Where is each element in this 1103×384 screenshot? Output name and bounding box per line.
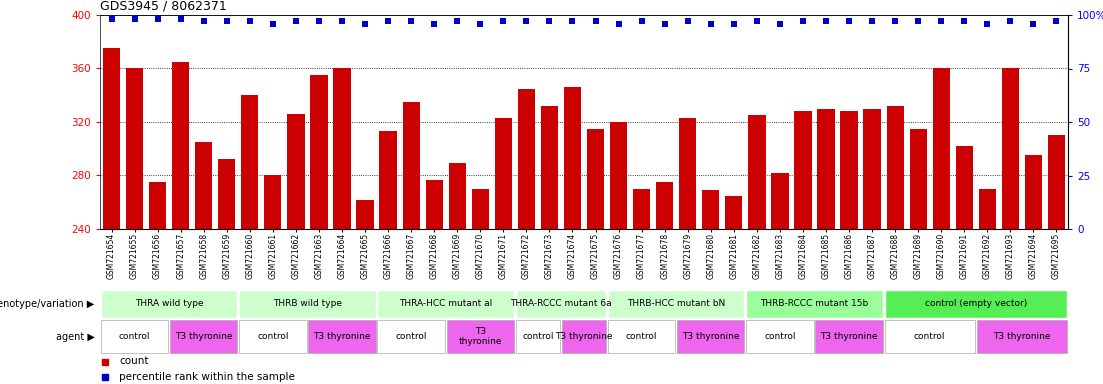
Bar [1002, 68, 1019, 229]
Text: T3 thyronine: T3 thyronine [313, 332, 371, 341]
Bar [933, 68, 950, 229]
Text: control: control [764, 332, 795, 341]
Text: control: control [257, 332, 289, 341]
Bar [747, 290, 882, 318]
Bar [403, 102, 420, 229]
Bar [587, 129, 604, 229]
Bar [195, 142, 213, 229]
Bar [564, 87, 581, 229]
Bar [494, 118, 512, 229]
Bar [864, 109, 880, 229]
Text: control: control [625, 332, 657, 341]
Text: T3 thyronine: T3 thyronine [682, 332, 739, 341]
Bar [748, 115, 765, 229]
Text: THRA wild type: THRA wild type [135, 300, 203, 308]
Bar [447, 320, 514, 353]
Text: T3 thyronine: T3 thyronine [821, 332, 878, 341]
Text: control (empty vector): control (empty vector) [924, 300, 1027, 308]
Text: count: count [119, 356, 149, 366]
Bar [887, 106, 903, 229]
Bar [239, 290, 376, 318]
Bar [333, 68, 351, 229]
Bar [677, 320, 745, 353]
Bar [633, 189, 651, 229]
Text: T3
thyronine: T3 thyronine [459, 327, 502, 346]
Bar [309, 320, 376, 353]
Text: THRB-HCC mutant bN: THRB-HCC mutant bN [628, 300, 726, 308]
Bar [310, 75, 328, 229]
Bar [516, 320, 560, 353]
Bar [356, 200, 374, 229]
Text: THRB-RCCC mutant 15b: THRB-RCCC mutant 15b [760, 300, 868, 308]
Bar [885, 320, 975, 353]
Bar [679, 118, 696, 229]
Bar [608, 320, 675, 353]
Text: percentile rank within the sample: percentile rank within the sample [119, 371, 296, 381]
Bar [840, 111, 858, 229]
Bar [794, 111, 812, 229]
Text: THRA-RCCC mutant 6a: THRA-RCCC mutant 6a [511, 300, 612, 308]
Bar [1025, 156, 1042, 229]
Bar [747, 320, 814, 353]
Text: T3 thyronine: T3 thyronine [175, 332, 233, 341]
Bar [239, 320, 307, 353]
Bar [978, 189, 996, 229]
Bar [170, 320, 237, 353]
Bar [516, 290, 607, 318]
Bar [103, 48, 120, 229]
Bar [610, 122, 628, 229]
Bar [449, 164, 465, 229]
Bar [265, 175, 281, 229]
Bar [517, 89, 535, 229]
Bar [1048, 136, 1065, 229]
Bar [561, 320, 607, 353]
Text: THRB wild type: THRB wild type [272, 300, 342, 308]
Bar [287, 114, 304, 229]
Bar [771, 173, 789, 229]
Text: control: control [119, 332, 150, 341]
Bar [608, 290, 745, 318]
Bar [172, 62, 190, 229]
Bar [815, 320, 882, 353]
Text: control: control [914, 332, 945, 341]
Bar [885, 290, 1067, 318]
Text: GDS3945 / 8062371: GDS3945 / 8062371 [100, 0, 227, 12]
Text: genotype/variation ▶: genotype/variation ▶ [0, 299, 95, 309]
Bar [977, 320, 1067, 353]
Bar [149, 182, 167, 229]
Bar [100, 320, 169, 353]
Text: agent ▶: agent ▶ [55, 331, 95, 341]
Text: THRA-HCC mutant al: THRA-HCC mutant al [399, 300, 492, 308]
Bar [377, 290, 514, 318]
Text: T3 thyronine: T3 thyronine [555, 332, 613, 341]
Bar [703, 190, 719, 229]
Bar [377, 320, 445, 353]
Text: control: control [395, 332, 427, 341]
Bar [218, 159, 235, 229]
Bar [656, 182, 673, 229]
Bar [100, 290, 237, 318]
Bar [242, 95, 258, 229]
Text: control: control [522, 332, 554, 341]
Bar [426, 179, 442, 229]
Bar [126, 68, 143, 229]
Bar [910, 129, 927, 229]
Text: T3 thyronine: T3 thyronine [993, 332, 1051, 341]
Bar [540, 106, 558, 229]
Bar [817, 109, 835, 229]
Bar [725, 195, 742, 229]
Bar [955, 146, 973, 229]
Bar [472, 189, 489, 229]
Bar [379, 131, 397, 229]
